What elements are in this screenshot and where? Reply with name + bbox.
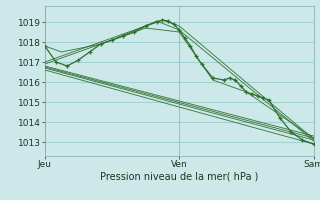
- X-axis label: Pression niveau de la mer( hPa ): Pression niveau de la mer( hPa ): [100, 172, 258, 182]
